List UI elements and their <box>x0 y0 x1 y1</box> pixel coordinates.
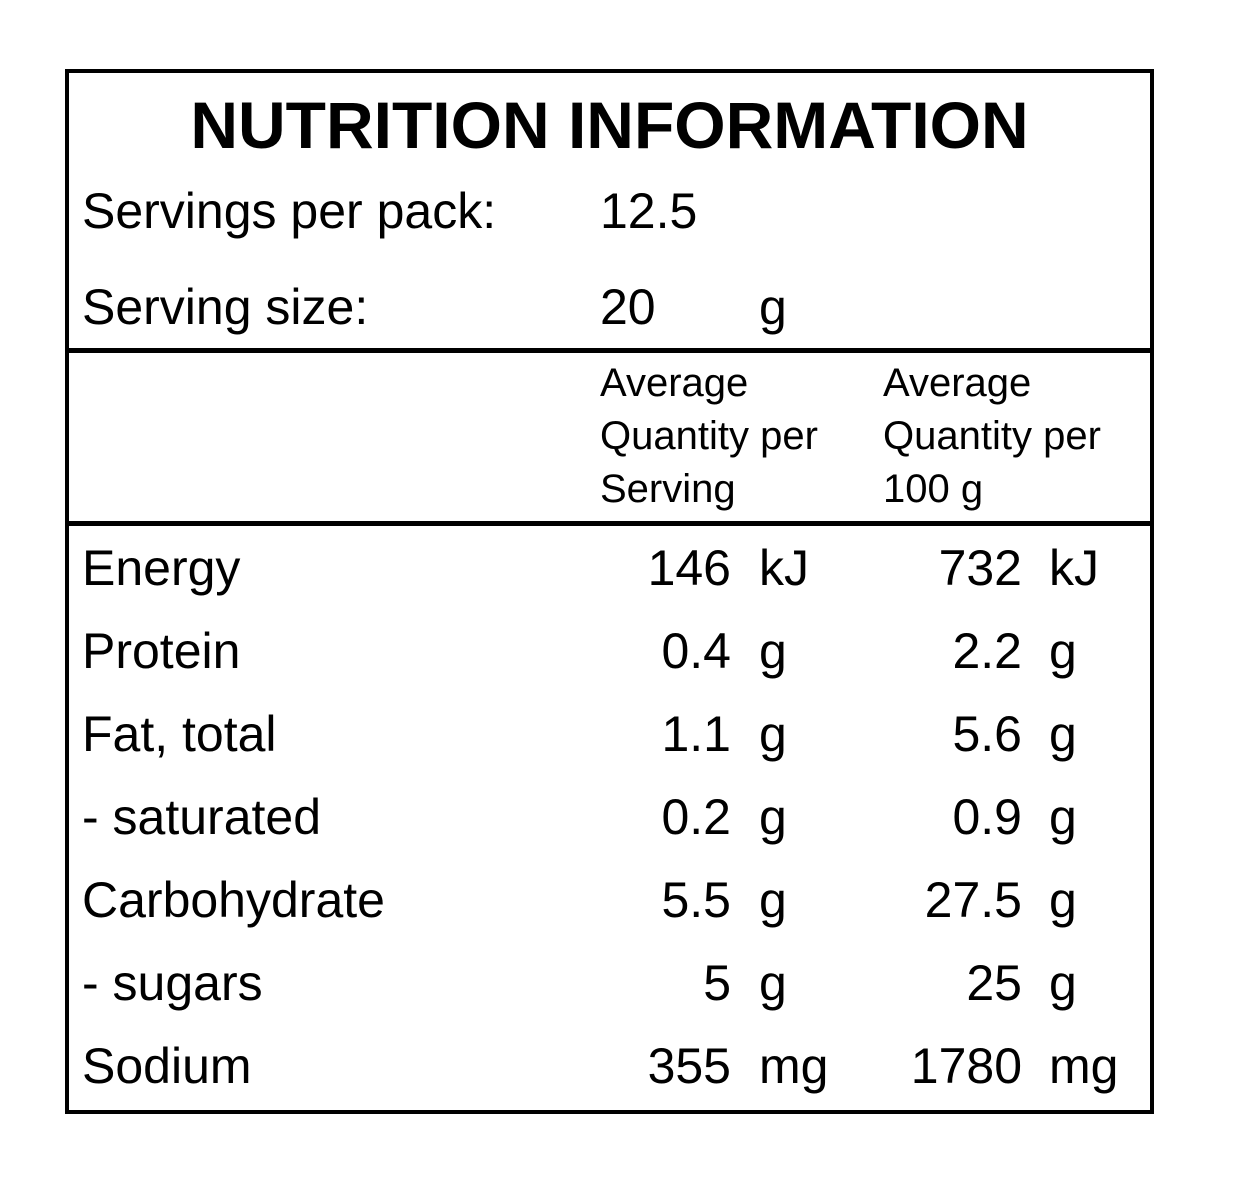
per-100g-unit: g <box>1049 706 1077 762</box>
per-serving-value: 355 <box>647 1038 731 1094</box>
nutrition-panel: NUTRITION INFORMATION Servings per pack:… <box>65 69 1154 1114</box>
per-100g-unit: g <box>1049 872 1077 928</box>
per-serving-unit: g <box>759 872 787 928</box>
per-serving-unit: g <box>759 623 787 679</box>
table-row: Carbohydrate 5.5 g 27.5 g <box>69 860 1150 942</box>
per-serving-unit: g <box>759 955 787 1011</box>
per-100g-unit: g <box>1049 623 1077 679</box>
per-100g-unit: mg <box>1049 1038 1119 1094</box>
per-serving-value: 5 <box>703 955 731 1011</box>
table-row: Energy 146 kJ 732 kJ <box>69 528 1150 610</box>
per-serving-value: 146 <box>647 540 731 596</box>
table-row: Fat, total 1.1 g 5.6 g <box>69 694 1150 776</box>
serving-size-value: 20 <box>600 279 656 335</box>
header-divider <box>69 348 1150 353</box>
nutrient-name: Sodium <box>82 1038 252 1094</box>
column-header-per-serving: Average Quantity per Serving <box>600 357 818 516</box>
per-100g-value: 5.6 <box>952 706 1022 762</box>
per-100g-unit: g <box>1049 789 1077 845</box>
per-serving-value: 0.4 <box>661 623 731 679</box>
per-100g-value: 2.2 <box>952 623 1022 679</box>
per-100g-value: 0.9 <box>952 789 1022 845</box>
column-header-line: Quantity per <box>883 414 1101 458</box>
table-row: - saturated 0.2 g 0.9 g <box>69 777 1150 859</box>
servings-per-pack-value: 12.5 <box>600 183 698 239</box>
nutrient-name: - saturated <box>82 789 322 845</box>
panel-title: NUTRITION INFORMATION <box>190 88 1029 162</box>
per-serving-value: 1.1 <box>661 706 731 762</box>
per-100g-value: 1780 <box>910 1038 1022 1094</box>
nutrient-name: Fat, total <box>82 706 277 762</box>
nutrient-name: Protein <box>82 623 241 679</box>
column-header-line: 100 g <box>883 467 984 511</box>
per-100g-value: 25 <box>966 955 1022 1011</box>
table-row: Sodium 355 mg 1780 mg <box>69 1026 1150 1108</box>
per-serving-unit: g <box>759 706 787 762</box>
per-100g-value: 27.5 <box>924 872 1022 928</box>
servings-per-pack-label: Servings per pack: <box>82 183 497 239</box>
serving-size-unit: g <box>759 279 787 335</box>
per-serving-value: 0.2 <box>661 789 731 845</box>
column-header-line: Average <box>883 361 1032 405</box>
table-row: Protein 0.4 g 2.2 g <box>69 611 1150 693</box>
per-100g-unit: g <box>1049 955 1077 1011</box>
nutrient-name: Energy <box>82 540 241 596</box>
column-header-per-100g: Average Quantity per 100 g <box>883 357 1101 516</box>
per-serving-unit: kJ <box>759 540 809 596</box>
serving-size-label: Serving size: <box>82 279 369 335</box>
nutrient-name: Carbohydrate <box>82 872 385 928</box>
column-header-line: Quantity per <box>600 414 818 458</box>
nutrient-name: - sugars <box>82 955 263 1011</box>
per-serving-unit: g <box>759 789 787 845</box>
per-serving-value: 5.5 <box>661 872 731 928</box>
table-row: - sugars 5 g 25 g <box>69 943 1150 1025</box>
per-100g-unit: kJ <box>1049 540 1099 596</box>
column-header-divider <box>69 521 1150 526</box>
per-serving-unit: mg <box>759 1038 829 1094</box>
column-header-line: Average <box>600 361 749 405</box>
per-100g-value: 732 <box>938 540 1022 596</box>
column-header-line: Serving <box>600 467 736 511</box>
